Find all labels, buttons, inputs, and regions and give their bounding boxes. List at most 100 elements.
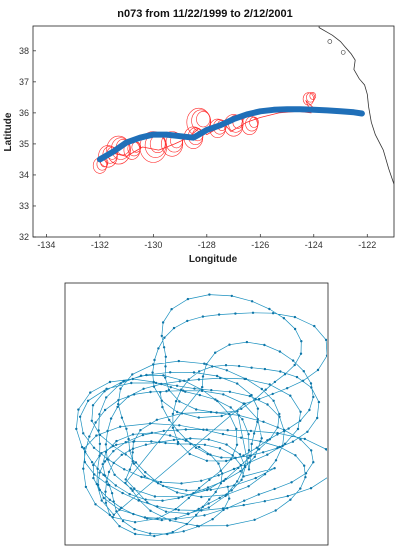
trajectory-point	[84, 485, 88, 489]
trajectory-point	[242, 402, 245, 405]
trajectory-point	[295, 375, 299, 379]
trajectory-point	[180, 482, 183, 485]
trajectory-point	[218, 496, 221, 500]
trajectory-point	[278, 445, 281, 449]
trajectory-point	[132, 440, 135, 443]
plot-area-frame	[32, 25, 395, 238]
trajectory-point	[83, 447, 86, 450]
trajectory-point	[185, 438, 188, 441]
trajectory-point	[200, 495, 203, 499]
trajectory-point	[188, 452, 191, 456]
trajectory-point	[324, 448, 327, 451]
trajectory-point	[178, 424, 181, 427]
trajectory-point	[92, 446, 96, 449]
trajectory-point	[219, 376, 222, 380]
trajectory-point	[228, 412, 231, 416]
x-tick-label: -130	[144, 240, 162, 250]
x-tick-label: -128	[198, 240, 216, 250]
trajectory-point	[134, 461, 138, 464]
trajectory-point	[276, 446, 279, 450]
trajectory-point	[153, 495, 157, 498]
trajectory-point	[243, 499, 246, 502]
y-tick-label: 36	[19, 108, 29, 118]
trajectory-point	[250, 366, 253, 369]
trajectory-point	[90, 419, 94, 422]
trajectory-point	[161, 484, 165, 488]
trajectory-point	[300, 340, 303, 343]
trajectory-point	[248, 454, 251, 457]
trajectory-point	[108, 498, 112, 501]
trajectory-point	[106, 429, 109, 433]
trajectory-point	[131, 377, 134, 381]
trajectory-point	[185, 489, 188, 492]
trajectory-point	[317, 400, 321, 404]
trajectory-point	[112, 461, 115, 465]
trajectory-point	[165, 390, 168, 393]
trajectory-point	[160, 518, 163, 522]
trajectory-point	[149, 532, 152, 535]
trajectory-point	[225, 443, 228, 446]
series-group	[96, 100, 365, 163]
y-tick-label: 38	[19, 46, 29, 56]
trajectory-point	[195, 408, 198, 411]
trajectory-point	[201, 505, 205, 508]
trajectory-point	[207, 438, 210, 441]
trajectory-point	[253, 455, 256, 458]
trajectory-point	[240, 436, 243, 439]
trajectory-point	[139, 429, 142, 432]
eddy-loop	[106, 135, 131, 165]
x-axis-label: Longitude	[189, 254, 238, 265]
trajectory-point	[132, 512, 135, 516]
trajectory-point	[257, 397, 261, 401]
trajectory-point	[203, 443, 207, 446]
trajectory-point	[215, 411, 218, 414]
trajectory-point	[209, 488, 212, 491]
trajectory-point	[268, 438, 271, 441]
trajectory-point	[112, 500, 115, 503]
trajectory-point	[110, 492, 114, 495]
trajectory-point	[242, 454, 245, 457]
trajectory-point	[250, 393, 253, 397]
trajectory-point	[98, 433, 102, 437]
trajectory-point	[181, 495, 184, 498]
trajectory-point	[226, 429, 229, 432]
trajectory-point	[289, 498, 292, 501]
trajectory-point	[121, 519, 125, 523]
trajectory-point	[124, 441, 127, 444]
trajectory-point	[205, 428, 208, 431]
trajectory-point	[100, 452, 103, 455]
trajectory-point	[187, 496, 190, 500]
trajectory-point	[159, 480, 163, 484]
chart-title: n073 from 11/22/1999 to 2/12/2001	[117, 8, 293, 20]
trajectory-point	[228, 343, 231, 346]
trajectory-point	[274, 509, 277, 512]
x-tick-label: -126	[251, 240, 269, 250]
trajectory-point	[286, 387, 289, 390]
trajectory-point	[283, 442, 287, 445]
trajectory-point	[228, 390, 232, 393]
trajectory-point	[186, 297, 190, 301]
trajectory-point	[107, 470, 111, 474]
trajectory-point	[325, 354, 327, 357]
trajectory-point	[207, 502, 210, 505]
trajectory-point	[100, 499, 103, 502]
trajectory-point	[105, 387, 108, 390]
trajectory-point	[180, 388, 183, 391]
trajectory-point	[198, 393, 201, 397]
trajectory-point	[117, 403, 120, 406]
trajectory-point	[115, 439, 118, 443]
trajectory-point	[205, 459, 209, 462]
trajectory-point	[115, 510, 118, 513]
trajectory-point	[152, 385, 156, 388]
trajectory-point	[139, 374, 143, 377]
trajectory-point	[119, 506, 123, 509]
trajectory-point	[200, 389, 204, 393]
trajectory-point	[163, 336, 166, 339]
trajectory-point	[334, 462, 336, 464]
trajectory-point	[208, 293, 211, 296]
trajectory-point	[287, 427, 290, 430]
trajectory-point	[221, 507, 225, 510]
trajectory-point	[299, 438, 302, 441]
trajectory-point	[175, 491, 179, 494]
